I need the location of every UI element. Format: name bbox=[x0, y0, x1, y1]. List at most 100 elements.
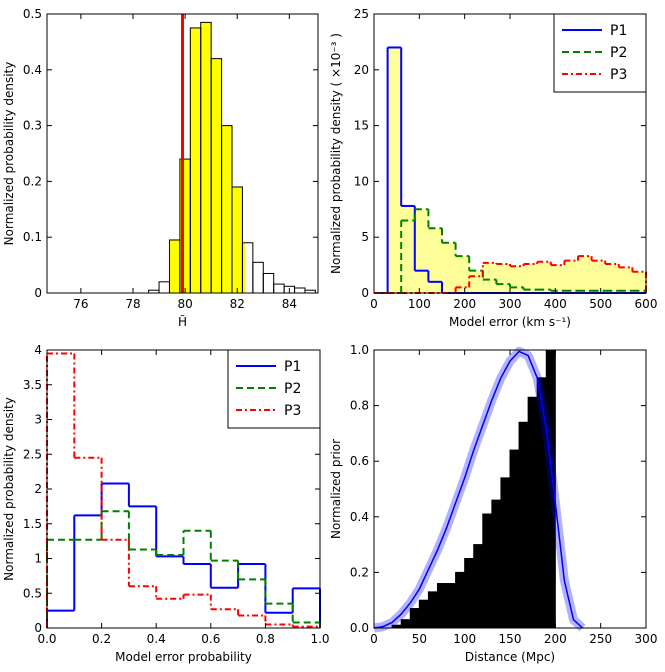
envelope-fill bbox=[605, 263, 619, 293]
y-tick-label: 4 bbox=[34, 343, 42, 357]
y-tick-label: 3 bbox=[34, 413, 42, 427]
y-tick-label: 2.5 bbox=[23, 447, 42, 461]
x-tick-label: 0.8 bbox=[256, 632, 275, 646]
x-axis-label: H̃ bbox=[178, 315, 187, 329]
x-tick-label: 200 bbox=[544, 632, 567, 646]
x-tick-label: 0 bbox=[370, 297, 378, 311]
highlight bbox=[200, 22, 212, 294]
envelope-fill bbox=[510, 266, 524, 293]
x-tick-label: 50 bbox=[412, 632, 427, 646]
envelope-fill bbox=[550, 265, 565, 293]
bar bbox=[491, 499, 502, 629]
y-tick-label: 10 bbox=[354, 174, 369, 188]
y-tick-label: 0 bbox=[361, 286, 369, 300]
x-tick-label: 200 bbox=[453, 297, 476, 311]
x-tick-label: 0.2 bbox=[92, 632, 111, 646]
y-tick-label: 25 bbox=[354, 7, 369, 21]
envelope-fill bbox=[537, 261, 551, 293]
y-tick-label: 0.5 bbox=[23, 586, 42, 600]
x-tick-label: 80 bbox=[177, 297, 192, 311]
x-tick-label: 78 bbox=[125, 297, 140, 311]
bar bbox=[273, 283, 285, 294]
y-tick-label: 0.2 bbox=[350, 565, 369, 579]
envelope-fill bbox=[632, 271, 646, 293]
bar bbox=[500, 477, 511, 629]
y-tick-label: 0.3 bbox=[23, 119, 42, 133]
y-tick-label: 0 bbox=[34, 286, 42, 300]
highlight bbox=[221, 125, 233, 293]
bar bbox=[464, 558, 475, 629]
highlight bbox=[179, 159, 191, 293]
y-tick-label: 5 bbox=[361, 230, 369, 244]
y-tick-label: 0.4 bbox=[23, 63, 42, 77]
envelope-fill bbox=[401, 205, 415, 293]
bar bbox=[409, 608, 420, 629]
x-tick-label: 600 bbox=[635, 297, 658, 311]
x-tick-label: 76 bbox=[73, 297, 88, 311]
y-tick-label: 3.5 bbox=[23, 378, 42, 392]
y-tick-label: 0.1 bbox=[23, 230, 42, 244]
x-tick-label: 300 bbox=[635, 632, 658, 646]
bar bbox=[252, 261, 264, 294]
y-axis-label: Normalized probability density ( ×10⁻³ ) bbox=[329, 33, 343, 274]
legend-label: P3 bbox=[284, 403, 301, 419]
y-tick-label: 0.4 bbox=[350, 510, 369, 524]
highlight bbox=[211, 58, 222, 293]
bar bbox=[436, 583, 448, 629]
envelope-fill bbox=[564, 260, 578, 293]
legend-label: P3 bbox=[610, 67, 627, 83]
envelope-fill bbox=[414, 209, 429, 293]
x-tick-label: 300 bbox=[499, 297, 522, 311]
bar bbox=[294, 287, 306, 294]
bar bbox=[518, 421, 529, 629]
x-tick-label: 82 bbox=[230, 297, 245, 311]
y-tick-label: 0.6 bbox=[350, 454, 369, 468]
highlight bbox=[242, 242, 246, 293]
envelope-fill bbox=[455, 256, 470, 293]
x-tick-label: 100 bbox=[408, 297, 431, 311]
bar bbox=[473, 544, 484, 629]
envelope-fill bbox=[591, 260, 606, 293]
y-axis-label: Normalized prior bbox=[329, 439, 343, 539]
bar bbox=[427, 591, 438, 629]
axes-frame bbox=[46, 13, 319, 294]
y-tick-label: 2 bbox=[34, 482, 42, 496]
x-axis-label: Model error probability bbox=[115, 650, 252, 664]
x-tick-label: 0.6 bbox=[201, 632, 220, 646]
y-tick-label: 1.5 bbox=[23, 517, 42, 531]
y-axis-label: Normalized probability density bbox=[2, 62, 16, 246]
envelope-fill bbox=[523, 263, 538, 293]
envelope-fill bbox=[618, 267, 633, 293]
legend-label: P1 bbox=[284, 359, 301, 375]
x-axis-label: Distance (Mpc) bbox=[465, 650, 555, 664]
x-tick-label: 0.4 bbox=[147, 632, 166, 646]
legend-label: P2 bbox=[284, 381, 301, 397]
y-tick-label: 1.0 bbox=[350, 343, 369, 357]
envelope-fill bbox=[442, 242, 456, 293]
y-tick-label: 15 bbox=[354, 119, 369, 133]
bar bbox=[400, 619, 411, 629]
envelope-fill bbox=[428, 228, 442, 293]
x-tick-label: 500 bbox=[589, 297, 612, 311]
bar bbox=[455, 571, 466, 629]
bar bbox=[158, 281, 170, 294]
bar bbox=[418, 599, 429, 629]
x-tick-label: 0 bbox=[370, 632, 378, 646]
x-tick-label: 150 bbox=[499, 632, 522, 646]
envelope-fill bbox=[469, 270, 483, 293]
x-axis-label: Model error (km s⁻¹) bbox=[449, 315, 571, 329]
x-tick-label: 84 bbox=[282, 297, 297, 311]
envelope-fill bbox=[496, 263, 510, 293]
highlight bbox=[169, 239, 180, 293]
y-tick-label: 0 bbox=[34, 621, 42, 635]
envelope-fill bbox=[482, 262, 497, 293]
x-tick-label: 1.0 bbox=[310, 632, 329, 646]
y-tick-label: 0.8 bbox=[350, 399, 369, 413]
bar bbox=[446, 583, 457, 629]
legend-label: P1 bbox=[610, 23, 627, 39]
highlight bbox=[232, 186, 243, 293]
x-tick-label: 0.0 bbox=[37, 632, 56, 646]
bar bbox=[509, 449, 520, 629]
